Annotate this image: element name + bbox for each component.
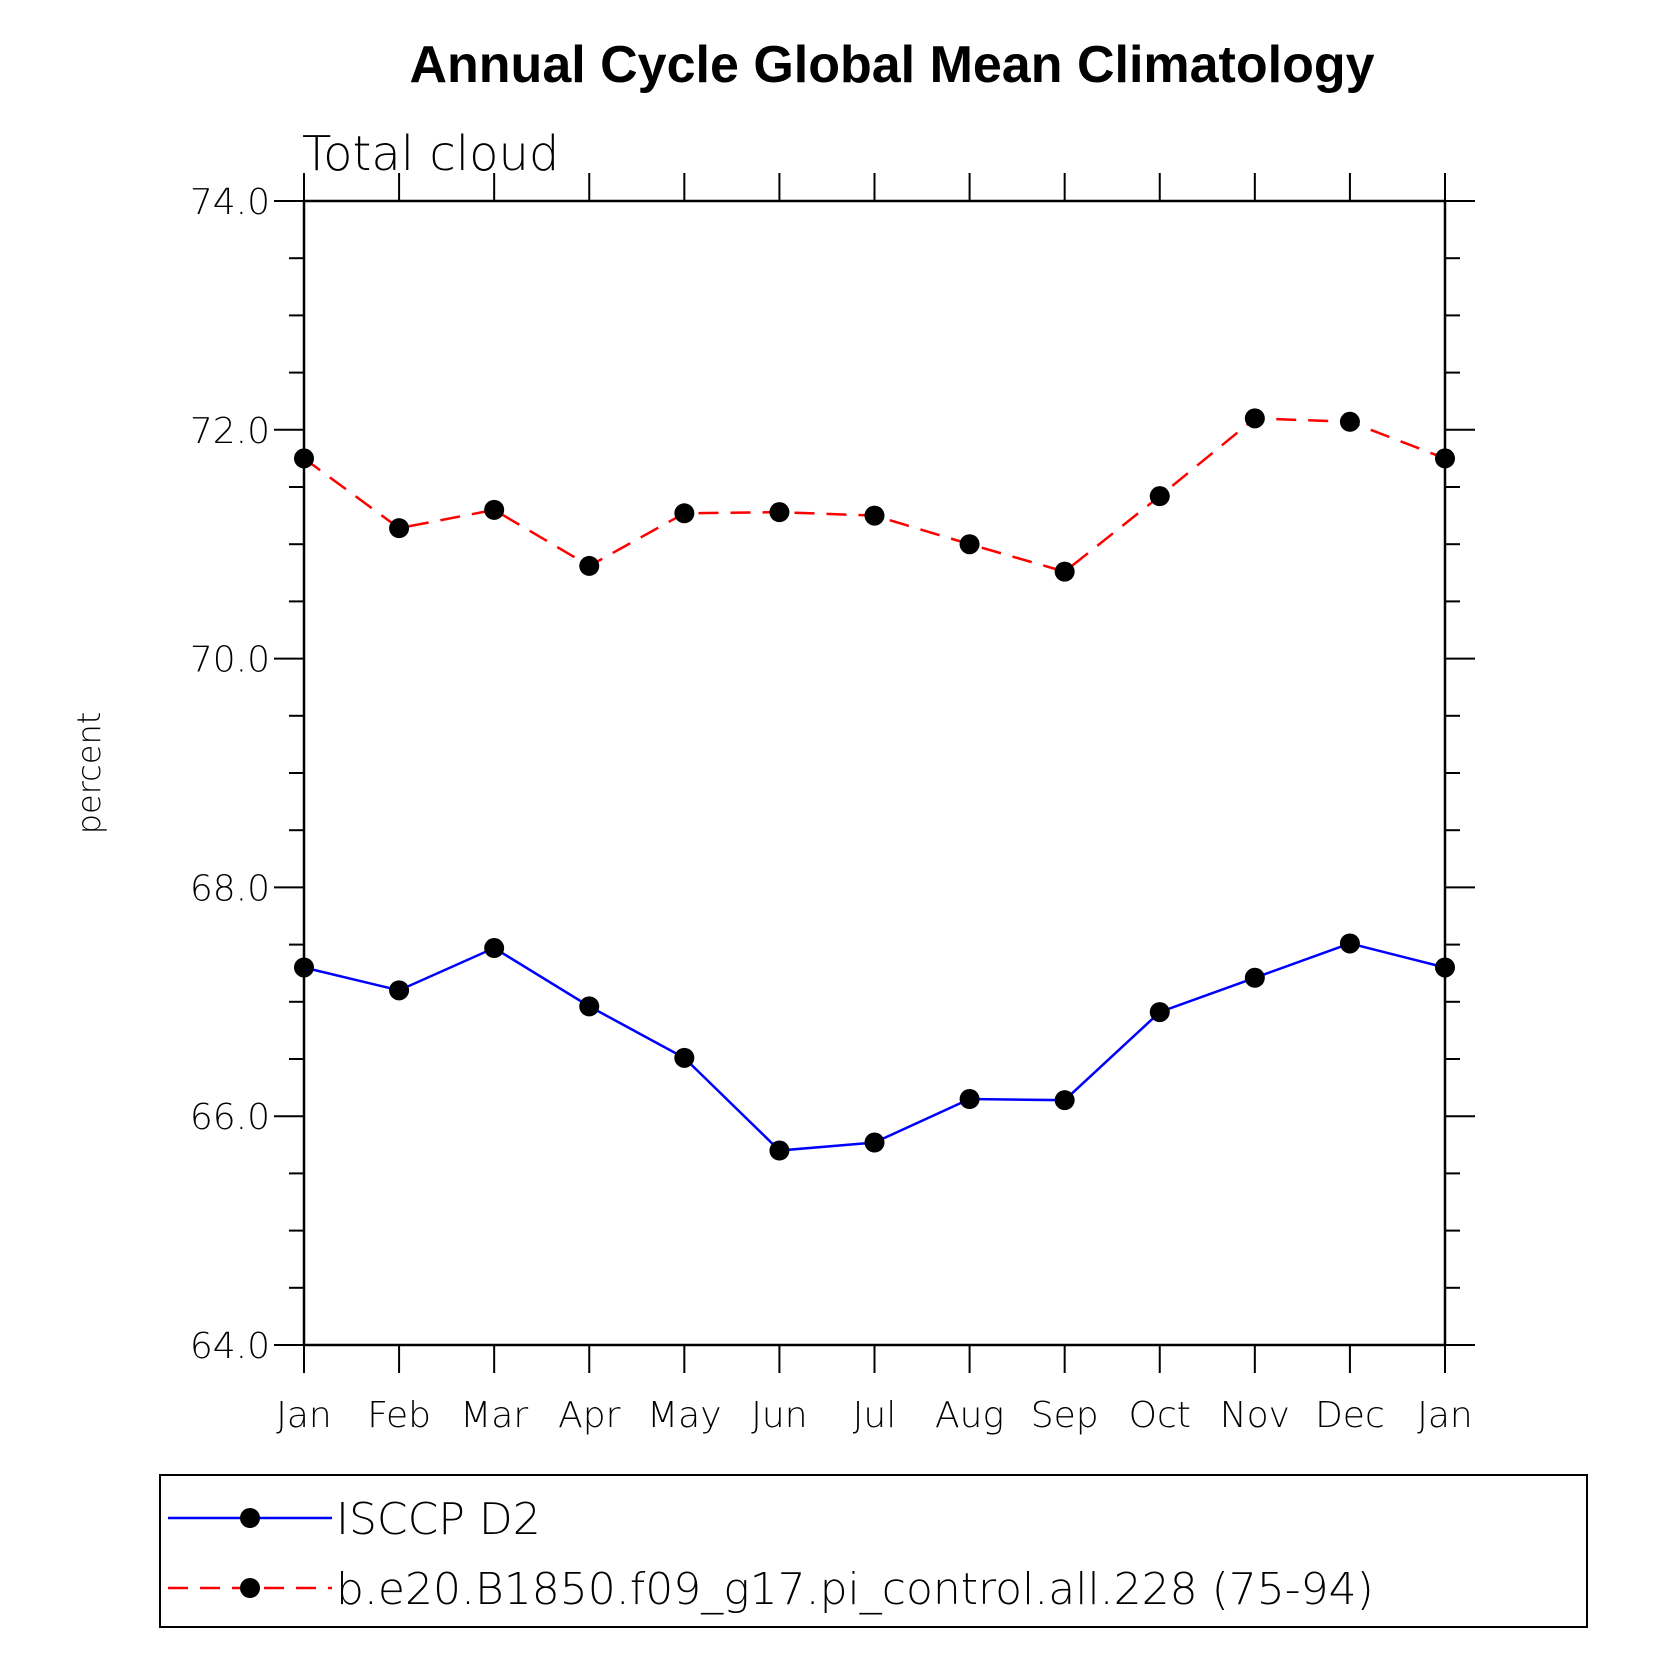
legend-marker <box>240 1578 260 1598</box>
data-point <box>1339 411 1360 432</box>
data-point <box>579 996 600 1017</box>
series-line <box>303 417 1446 574</box>
y-tick-label: 70.0 <box>190 640 270 681</box>
legend-marker <box>240 1508 260 1528</box>
legend-label: b.e20.B1850.f09_g17.pi_control.all.228 (… <box>336 1564 1374 1615</box>
x-tick-label: Apr <box>558 1395 620 1436</box>
data-point <box>769 502 790 523</box>
data-point <box>674 1047 695 1068</box>
y-tick-label: 66.0 <box>190 1097 270 1138</box>
data-point <box>864 1132 885 1153</box>
x-tick-label: Nov <box>1220 1395 1290 1436</box>
data-point <box>959 534 980 555</box>
series-line <box>303 942 1446 1152</box>
data-point <box>1435 448 1455 469</box>
data-point <box>294 957 314 978</box>
data-point <box>1054 1090 1075 1111</box>
data-point <box>1149 486 1170 507</box>
data-point <box>864 505 885 526</box>
data-point <box>294 448 314 469</box>
axes: 64.0 66.0 68.0 70.0 72.0 74.0 Jan Feb Mar Apr May J… <box>190 173 1475 1436</box>
y-tick-label: 64.0 <box>190 1326 270 1367</box>
data-point <box>769 1140 790 1161</box>
x-tick-label: Jan <box>276 1395 332 1436</box>
legend-label: ISCCP D2 <box>336 1494 541 1545</box>
data-point <box>959 1089 980 1110</box>
x-tick-label: Jan <box>1417 1395 1473 1436</box>
x-tick-label: Oct <box>1129 1395 1191 1436</box>
data-point <box>674 503 695 524</box>
data-point <box>579 555 600 576</box>
x-tick-label: Dec <box>1315 1395 1385 1436</box>
data-point <box>389 518 410 539</box>
data-point <box>1244 408 1265 429</box>
data-point <box>1435 957 1455 978</box>
x-tick-label: Jul <box>853 1395 896 1436</box>
chart-subtitle: Total cloud <box>302 126 559 182</box>
data-point <box>1339 933 1360 954</box>
data-point <box>1244 967 1265 988</box>
x-tick-label: Sep <box>1031 1395 1099 1436</box>
data-point <box>1054 561 1075 582</box>
x-tick-label: Aug <box>935 1395 1004 1436</box>
x-tick-label: May <box>647 1395 721 1436</box>
series-1 <box>294 933 1455 1161</box>
data-point <box>1149 1002 1170 1023</box>
plot-frame <box>302 199 1447 1347</box>
y-axis-label: percent <box>70 712 108 835</box>
x-tick-label: Mar <box>460 1395 528 1436</box>
y-tick-label: 68.0 <box>190 868 270 909</box>
x-tick-label: Jun <box>751 1395 807 1436</box>
data-point <box>389 980 410 1001</box>
legend: ISCCP D2 b.e20.B1850.f09_g17.pi_control.a… <box>159 1474 1588 1628</box>
chart-title: Annual Cycle Global Mean Climatology <box>409 36 1374 94</box>
data-point <box>484 938 505 959</box>
y-tick-label: 74.0 <box>190 182 270 223</box>
legend-box <box>159 1474 1588 1628</box>
data-point <box>484 499 505 520</box>
series-2 <box>294 408 1455 582</box>
series-layer <box>294 408 1455 1161</box>
y-tick-label: 72.0 <box>190 411 270 452</box>
x-tick-label: Feb <box>367 1395 431 1436</box>
